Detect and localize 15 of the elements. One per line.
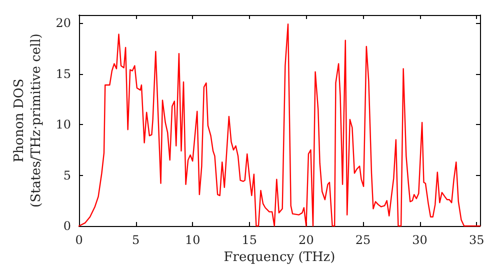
x-tick-label: 35 <box>468 233 484 247</box>
y-tick-label: 20 <box>56 16 71 30</box>
x-tick-label: 5 <box>132 233 140 247</box>
x-tick-label: 25 <box>355 233 371 247</box>
x-tick-label: 10 <box>184 233 200 247</box>
y-tick-label: 15 <box>56 66 71 81</box>
x-tick-label: 15 <box>242 233 258 247</box>
y-tick-label: 0 <box>63 219 71 233</box>
y-axis-title: Phonon DOS (States/THz·primitive cell) <box>12 33 44 208</box>
x-tick-label: 20 <box>298 233 314 247</box>
x-axis-title: Frequency (THz) <box>224 250 336 265</box>
y-tick-label: 5 <box>63 168 71 182</box>
x-tick-label: 0 <box>75 233 83 247</box>
y-tick-label: 10 <box>56 118 71 132</box>
x-tick-label: 30 <box>412 233 428 247</box>
